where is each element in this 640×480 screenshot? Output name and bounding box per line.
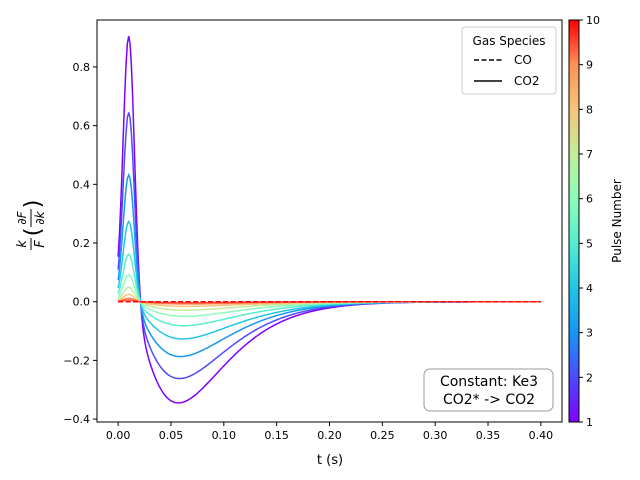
y-label-F: F <box>33 240 48 248</box>
colorbar-tick-label: 1 <box>586 416 593 429</box>
legend-box <box>461 26 557 95</box>
y-tick-label: 0.0 <box>73 296 91 309</box>
y-label-k: k <box>15 240 30 248</box>
x-axis-label: t (s) <box>317 453 343 468</box>
series-line-co2-pulse-3 <box>117 172 541 358</box>
colorbar-gradient <box>568 19 580 423</box>
y-tick-label: −0.4 <box>63 413 90 426</box>
annotation: Constant: Ke3 CO2* -> CO2 <box>423 368 554 412</box>
legend-title: Gas Species <box>473 34 546 48</box>
annotation-box <box>423 368 554 412</box>
y-label-partial-F: ∂F <box>15 210 29 224</box>
colorbar-tick-label: 6 <box>586 193 593 206</box>
x-tick-label: 0.20 <box>317 429 342 442</box>
colorbar-tick-label: 2 <box>586 371 593 384</box>
y-tick-label: 0.4 <box>73 178 91 191</box>
svg-text:(: ( <box>21 228 46 237</box>
y-tick-label: 0.8 <box>73 61 91 74</box>
y-tick-label: −0.2 <box>63 354 90 367</box>
y-tick-label: 0.6 <box>73 120 91 133</box>
y-tick-label: 0.2 <box>73 237 91 250</box>
colorbar-ticks: 1 2 3 4 5 6 7 8 9 10 <box>579 14 600 429</box>
colorbar-tick-label: 5 <box>586 237 593 250</box>
y-label-partial-k: ∂k <box>33 210 47 224</box>
legend-co-label: CO <box>514 53 532 67</box>
colorbar: 1 2 3 4 5 6 7 8 9 10 Pulse Number <box>568 14 624 429</box>
x-tick-label: 0.35 <box>476 429 501 442</box>
series-line-co2-pulse-5 <box>117 253 541 327</box>
plot-lines <box>117 36 541 404</box>
colorbar-tick-label: 7 <box>586 148 593 161</box>
legend: Gas Species CO CO2 <box>461 26 557 95</box>
colorbar-tick-label: 10 <box>586 14 600 27</box>
x-tick-label: 0.15 <box>264 429 289 442</box>
x-tick-label: 0.00 <box>106 429 131 442</box>
annotation-line2: CO2* -> CO2 <box>443 392 535 408</box>
x-tick-label: 0.40 <box>529 429 554 442</box>
x-axis-ticks: 0.00 0.05 0.10 0.15 0.20 0.25 0.30 0.35 0.40 <box>106 422 553 442</box>
colorbar-tick-label: 4 <box>586 282 593 295</box>
colorbar-tick-label: 8 <box>586 103 593 116</box>
x-tick-label: 0.10 <box>212 429 237 442</box>
svg-text:): ) <box>21 200 46 209</box>
legend-co2-label: CO2 <box>514 74 539 88</box>
y-axis-label: k F ( ∂F ∂k ) <box>15 200 48 250</box>
annotation-line1: Constant: Ke3 <box>440 374 538 390</box>
x-tick-label: 0.05 <box>159 429 184 442</box>
colorbar-tick-label: 9 <box>586 59 593 72</box>
y-axis-ticks: −0.4 −0.2 0.0 0.2 0.4 0.6 0.8 <box>63 61 97 426</box>
x-tick-label: 0.25 <box>370 429 395 442</box>
colorbar-label: Pulse Number <box>610 179 624 263</box>
series-line-co2-pulse-4 <box>117 220 541 340</box>
x-tick-label: 0.30 <box>423 429 448 442</box>
colorbar-tick-label: 3 <box>586 327 593 340</box>
